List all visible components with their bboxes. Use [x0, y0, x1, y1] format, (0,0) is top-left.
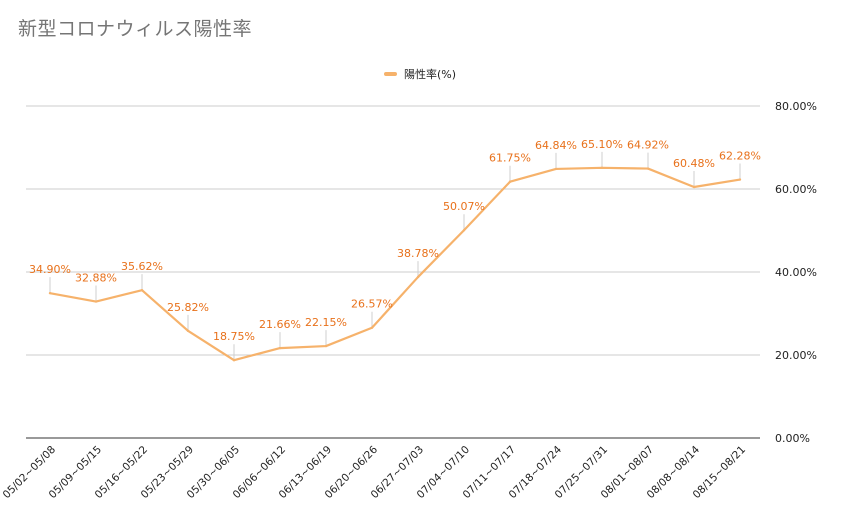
data-point	[370, 326, 374, 329]
data-point	[416, 275, 420, 279]
data-point	[48, 291, 52, 295]
y-tick-label: 20.00%	[775, 349, 817, 362]
data-point	[600, 166, 604, 170]
data-point	[462, 229, 466, 232]
gridlines	[26, 105, 760, 439]
legend[interactable]: 陽性率(%)	[384, 67, 456, 81]
series-line	[49, 166, 741, 362]
data-label: 22.15%	[305, 316, 347, 329]
data-point	[140, 288, 144, 292]
data-label: 62.28%	[719, 150, 761, 163]
data-label: 64.92%	[627, 139, 669, 152]
data-label: 64.84%	[535, 139, 577, 152]
data-point	[738, 178, 742, 181]
y-tick-label: 80.00%	[775, 100, 817, 113]
data-label: 25.82%	[167, 301, 209, 314]
data-point	[94, 300, 98, 303]
data-point	[232, 358, 236, 362]
y-tick-label: 60.00%	[775, 183, 817, 196]
data-point	[646, 167, 650, 170]
data-point	[692, 185, 696, 189]
chart-title: 新型コロナウィルス陽性率	[18, 18, 253, 40]
data-label: 60.48%	[673, 157, 715, 170]
y-axis-ticks: 0.00% 20.00% 40.00% 60.00% 80.00%	[775, 100, 817, 445]
data-label: 34.90%	[29, 263, 71, 276]
data-point	[508, 180, 512, 183]
data-label: 50.07%	[443, 200, 485, 213]
x-axis-ticks: 05/02~05/0805/09~05/1505/16~05/2205/23~0…	[1, 443, 749, 501]
legend-label: 陽性率(%)	[404, 67, 456, 81]
data-label: 18.75%	[213, 330, 255, 343]
legend-swatch	[384, 72, 397, 76]
data-label: 32.88%	[75, 272, 117, 285]
data-point	[278, 346, 282, 350]
y-tick-label: 0.00%	[775, 432, 810, 445]
data-label: 38.78%	[397, 247, 439, 260]
data-label: 26.57%	[351, 298, 393, 311]
label-leaders	[49, 151, 741, 361]
data-label: 65.10%	[581, 138, 623, 151]
data-label: 21.66%	[259, 318, 301, 331]
data-label: 35.62%	[121, 260, 163, 273]
series-layer	[48, 166, 742, 362]
data-label: 61.75%	[489, 152, 531, 165]
data-labels: 34.90% 32.88% 35.62% 25.82% 18.75% 21.66% 22.1…	[29, 138, 761, 343]
y-tick-label: 40.00%	[775, 266, 817, 279]
data-point	[324, 344, 328, 348]
data-point	[554, 167, 558, 171]
data-point	[186, 329, 190, 333]
